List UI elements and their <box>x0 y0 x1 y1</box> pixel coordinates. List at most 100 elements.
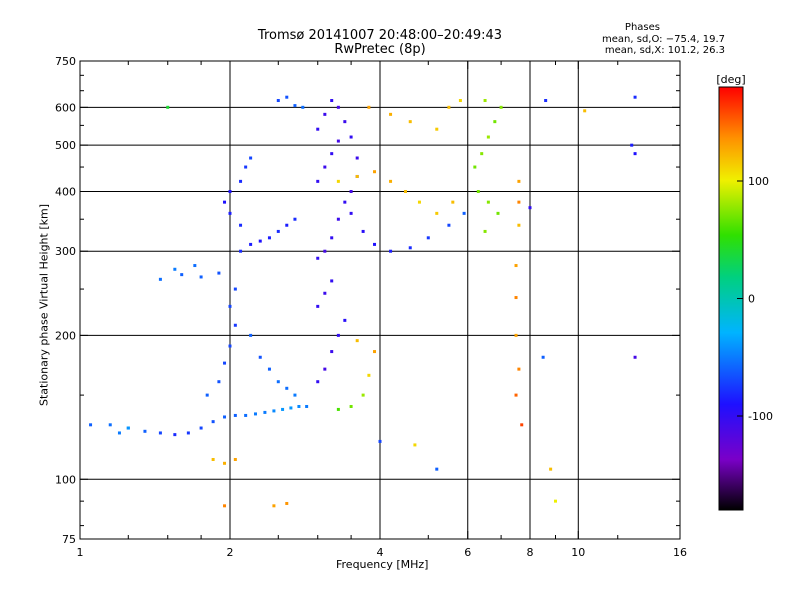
data-point <box>544 99 548 103</box>
data-point <box>217 271 221 275</box>
data-point <box>323 249 327 253</box>
data-point <box>403 189 407 193</box>
colorbar: 100 0 -100 [deg] <box>716 73 773 511</box>
y-tick-label: 75 <box>62 533 76 546</box>
data-point <box>223 361 227 365</box>
data-point <box>186 431 190 435</box>
data-point <box>239 223 243 227</box>
data-point <box>349 189 353 193</box>
data-point <box>355 339 359 343</box>
data-point <box>336 407 340 411</box>
data-point <box>228 189 232 193</box>
data-point <box>514 296 518 300</box>
data-point <box>267 367 271 371</box>
data-point <box>483 99 487 103</box>
data-point <box>413 443 417 447</box>
data-point <box>258 239 262 243</box>
data-point <box>343 200 347 204</box>
data-point <box>223 415 227 419</box>
data-point <box>249 242 253 246</box>
data-point <box>143 429 147 433</box>
colorbar-unit-label: [deg] <box>716 73 745 86</box>
data-point <box>336 179 340 183</box>
data-point <box>330 236 334 240</box>
data-point <box>367 105 371 109</box>
data-point <box>158 277 162 281</box>
data-point <box>336 333 340 337</box>
data-point <box>633 152 637 156</box>
y-tick-label: 500 <box>55 139 76 152</box>
data-point <box>496 211 500 215</box>
y-tick-label: 100 <box>55 473 76 486</box>
data-point <box>239 249 243 253</box>
data-point <box>249 333 253 337</box>
data-point <box>267 236 271 240</box>
data-point <box>361 393 365 397</box>
data-point <box>233 457 237 461</box>
data-point <box>305 404 309 408</box>
data-point <box>285 501 289 505</box>
data-point <box>272 409 276 413</box>
data-point <box>367 373 371 377</box>
data-point <box>180 273 184 277</box>
data-point <box>233 413 237 417</box>
data-point <box>158 431 162 435</box>
data-point <box>361 229 365 233</box>
data-point <box>233 287 237 291</box>
data-point <box>285 386 289 390</box>
data-point <box>233 323 237 327</box>
data-point <box>514 264 518 268</box>
data-point <box>330 99 334 103</box>
data-point <box>389 249 393 253</box>
x-tick-label: 16 <box>673 546 687 559</box>
data-point <box>373 170 377 174</box>
data-point <box>355 174 359 178</box>
data-point <box>293 217 297 221</box>
x-tick-label: 2 <box>227 546 234 559</box>
data-point <box>408 120 412 124</box>
y-tick-label: 200 <box>55 329 76 342</box>
data-point <box>517 367 521 371</box>
data-point <box>417 200 421 204</box>
data-point <box>285 95 289 99</box>
data-point <box>223 461 227 465</box>
data-point <box>483 229 487 233</box>
data-point <box>343 120 347 124</box>
data-point <box>473 165 477 169</box>
data-point <box>549 467 553 471</box>
data-point <box>462 211 466 215</box>
data-point <box>520 423 524 427</box>
data-point <box>173 267 177 271</box>
y-tick-label: 400 <box>55 185 76 198</box>
data-point <box>493 120 497 124</box>
chart-title: Tromsø 20141007 20:48:00–20:49:43 <box>257 28 503 43</box>
data-point <box>301 105 305 109</box>
stats-x-mode: mean, sd,X: 101.2, 26.3 <box>604 45 725 56</box>
data-point <box>316 380 320 384</box>
data-point <box>451 200 455 204</box>
y-tick-label: 600 <box>55 101 76 114</box>
x-tick-label: 10 <box>571 546 585 559</box>
data-point <box>166 105 170 109</box>
data-point <box>517 179 521 183</box>
data-point <box>323 291 327 295</box>
chart-subtitle: RwPretec (8p) <box>334 42 426 57</box>
data-point <box>336 105 340 109</box>
stats-o-mode: mean, sd,O: −75.4, 19.7 <box>602 34 725 45</box>
x-tick-label: 4 <box>377 546 384 559</box>
x-tick-label: 6 <box>464 546 471 559</box>
data-point <box>228 344 232 348</box>
grid-lines <box>80 61 680 539</box>
data-point <box>205 393 209 397</box>
colorbar-tick-label: -100 <box>748 410 773 423</box>
data-point <box>199 275 203 279</box>
x-tick-label: 8 <box>527 546 534 559</box>
data-point <box>633 95 637 99</box>
data-point <box>517 200 521 204</box>
data-point <box>343 318 347 322</box>
data-point <box>541 355 545 359</box>
data-point <box>276 99 280 103</box>
data-point <box>476 189 480 193</box>
data-point <box>297 404 301 408</box>
data-point <box>173 433 177 437</box>
